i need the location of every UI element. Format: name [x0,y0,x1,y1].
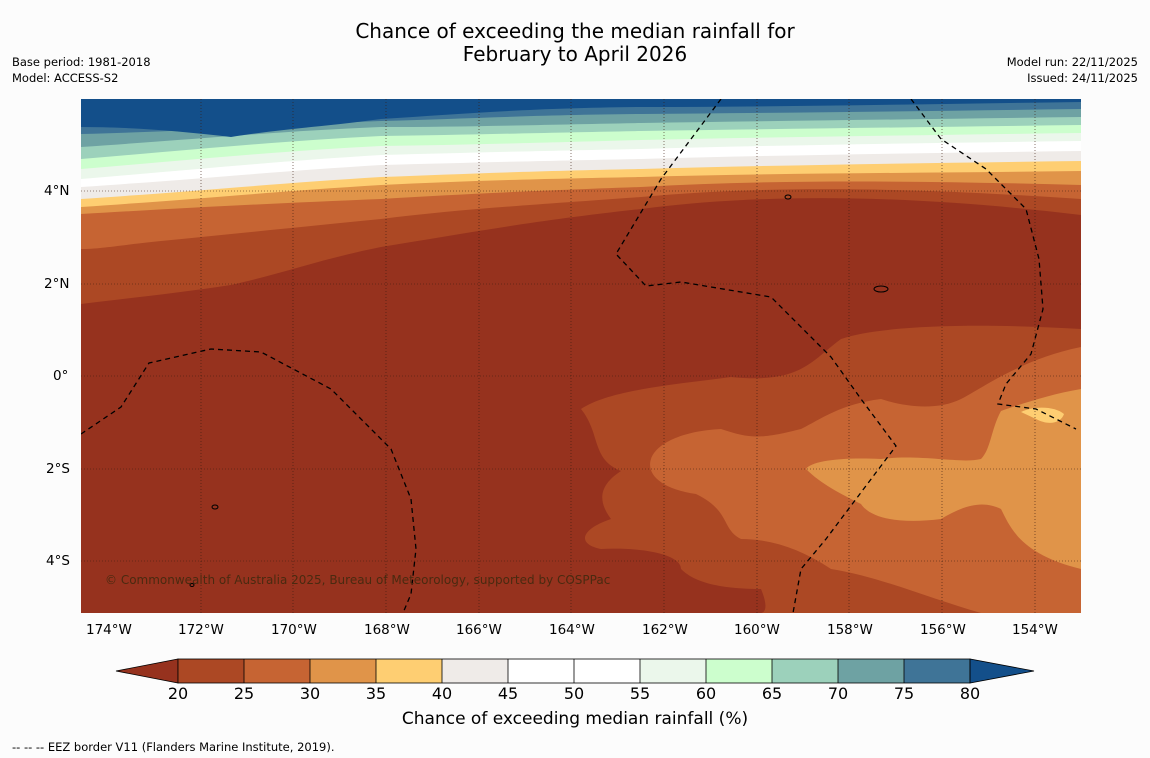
colorbar-label: 55 [629,684,651,703]
colorbar-seg [508,659,574,683]
model-run: Model run: 22/11/2025 [1006,55,1138,69]
lat-label: 2°N [44,276,70,292]
lon-label: 168°W [364,622,410,638]
colorbar-seg [904,659,970,683]
map-title-line1: Chance of exceeding the median rainfall … [355,19,795,43]
colorbar-seg [574,659,640,683]
lon-label: 158°W [827,622,873,638]
colorbar-label: 30 [299,684,321,703]
eez-note: -- -- -- EEZ border V11 (Flanders Marine… [12,740,335,754]
colorbar-outline [177,658,971,684]
map-title-line2: February to April 2026 [462,42,688,66]
colorbar-seg [640,659,706,683]
colorbar-seg [706,659,772,683]
colorbar-label: 80 [959,684,981,703]
colorbar-seg [376,659,442,683]
colorbar-seg [244,659,310,683]
colorbar-label: 45 [497,684,519,703]
lat-label: 2°S [46,461,70,477]
colorbar-label: 20 [167,684,189,703]
issued-date: Issued: 24/11/2025 [1027,71,1138,85]
colorbar-seg [772,659,838,683]
colorbar-label: 50 [563,684,585,703]
colorbar [115,658,1035,684]
colorbar-label: 25 [233,684,255,703]
lat-label: 4°S [46,553,70,569]
copyright-note: © Commonwealth of Australia 2025, Bureau… [105,573,610,587]
zone-35-40-spot [1021,407,1064,423]
lon-label: 154°W [1012,622,1058,638]
colorbar-seg [969,658,1035,684]
colorbar-label: 40 [431,684,453,703]
zone-gt80 [81,99,1081,137]
colorbar-seg [115,658,179,684]
eez-border [81,99,1077,613]
lon-label: 170°W [271,622,317,638]
colorbar-seg [310,659,376,683]
lat-label: 4°N [44,183,70,199]
colorbar-seg [838,659,904,683]
base-period: Base period: 1981-2018 [12,55,151,69]
colorbar-dividers [243,659,905,683]
colorbar-title: Chance of exceeding median rainfall (%) [401,709,749,729]
colorbar-seg [442,659,508,683]
colorbar-label: 70 [827,684,849,703]
rainfall-map: © Commonwealth of Australia 2025, Bureau… [81,99,1081,613]
lat-label: 0° [53,368,69,384]
meta-right: Model run: 22/11/2025 Issued: 24/11/2025 [1007,54,1138,86]
colorbar-label: 75 [893,684,915,703]
zone-30-35-southeast [806,389,1081,569]
colorbar-seg [178,659,244,683]
lon-label: 172°W [178,622,224,638]
lon-label: 174°W [86,622,132,638]
model-name: Model: ACCESS-S2 [12,71,119,85]
lon-label: 160°W [734,622,780,638]
meta-left: Base period: 1981-2018 Model: ACCESS-S2 [12,54,151,86]
lon-label: 162°W [642,622,688,638]
lon-label: 164°W [549,622,595,638]
colorbar-label: 60 [695,684,717,703]
lon-label: 156°W [920,622,966,638]
colorbar-label: 35 [365,684,387,703]
lon-label: 166°W [456,622,502,638]
islands [189,194,889,587]
colorbar-label: 65 [761,684,783,703]
